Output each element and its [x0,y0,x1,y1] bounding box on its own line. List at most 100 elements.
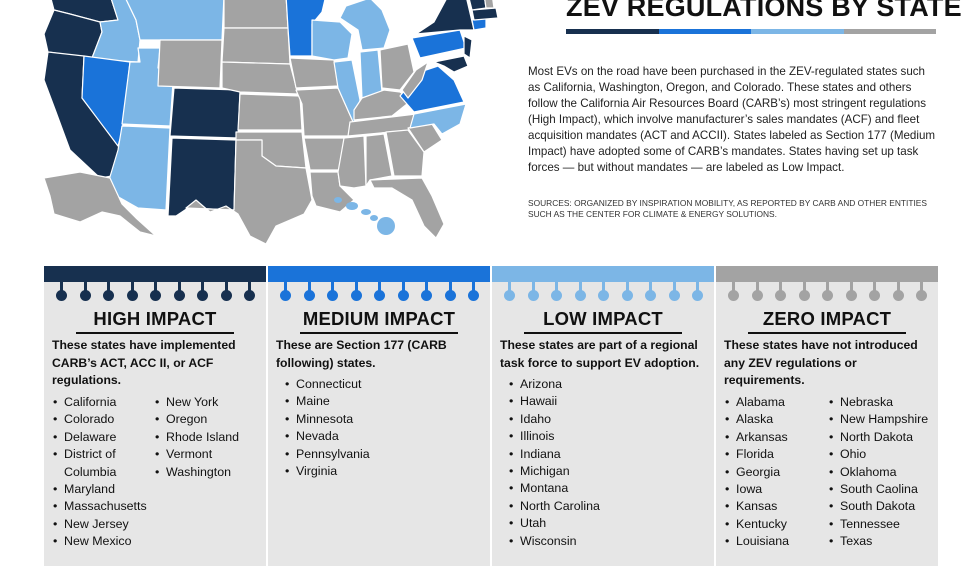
state-list-item: Alaska [724,411,789,429]
map-state-new-england [468,0,487,11]
card-header-bar [268,266,490,282]
map-state-west-virginia [401,61,429,99]
state-list-item: Minnesota [284,411,370,429]
map-state-kansas [237,93,303,131]
binder-ring-stem [873,280,876,294]
binder-ring-hole [869,290,880,301]
map-state-north-dakota [223,0,289,29]
binder-ring-hole [327,290,338,301]
binder-ring-stem [472,280,475,294]
state-list-item: Kansas [724,498,789,516]
map-state-colorado [169,87,241,139]
state-list-item: Iowa [724,481,789,499]
binder-ring-hole [645,290,656,301]
binder-ring-stem [83,280,87,294]
state-list-item: Delaware [52,429,147,447]
binder-ring-hole [527,290,539,301]
binder-ring-hole [280,290,291,301]
map-state-michigan [339,0,391,51]
state-list-col2: New YorkOregonRhode IslandVermontWashing… [154,394,239,481]
state-list-item: New Hampshire [828,411,928,429]
state-list-item: Florida [724,446,789,464]
binder-rings [716,280,938,301]
binder-ring-stem [248,280,251,294]
binder-ring-hole [197,290,208,301]
card-title: MEDIUM IMPACT [302,308,456,329]
state-list-col1: ArizonaHawaiiIdahoIllinoisIndianaMichiga… [508,376,600,550]
binder-ring-hole [56,290,67,301]
binder-ring-stem [378,280,381,294]
state-list-col1: AlabamaAlaskaArkansasFloridaGeorgiaIowaK… [724,394,789,551]
binder-ring-hole [103,290,114,301]
state-list-item: South Dakota [828,498,928,516]
state-list-item: Illinois [508,428,600,446]
map-state-wisconsin [311,19,353,61]
map-state-iowa [289,57,339,89]
binder-ring-stem [425,280,428,294]
binder-ring-hole [892,290,904,301]
state-list-item: California [52,394,147,412]
binder-ring-stem [555,280,558,294]
binder-ring-hole [126,290,138,301]
binder-ring-stem [307,280,311,294]
state-list-item: Montana [508,480,600,498]
binder-ring-stem [732,280,735,294]
us-map-svg [43,0,499,245]
binder-ring-hole [574,290,586,301]
state-list-item: Louisiana [724,533,789,551]
binder-ring-stem [826,280,829,294]
binder-ring-stem [849,280,853,294]
binder-ring-hole [173,290,185,301]
state-list-col1: ConnecticutMaineMinnesotaNevadaPennsylva… [284,376,370,481]
map-state-alabama [365,133,393,187]
low-impact-card: LOW IMPACT These states are part of a re… [492,266,714,566]
binder-ring-stem [224,280,228,294]
map-state-hawaii [334,197,395,235]
binder-ring-stem [331,280,334,294]
state-list-item: Nevada [284,428,370,446]
map-state-new-jersey [463,35,473,59]
state-list-item: North Carolina [508,498,600,516]
map-state-texas [185,139,313,245]
state-list-item: Vermont [154,446,239,464]
state-list-item: South Caolina [828,481,928,499]
state-list-col2: NebraskaNew HampshireNorth DakotaOhioOkl… [828,394,928,551]
binder-ring-hole [598,290,609,301]
map-state-wyoming [157,39,223,89]
binder-ring-hole [621,290,633,301]
state-list-item: Colorado [52,411,147,429]
binder-ring-hole [220,290,232,301]
state-list-item: Rhode Island [154,429,239,447]
state-list-item: New York [154,394,239,412]
map-state-florida [369,177,445,239]
card-title: HIGH IMPACT [93,308,217,329]
card-header-bar [716,266,938,282]
intro-paragraph: Most EVs on the road have been purchased… [528,65,936,174]
state-list-item: Massachusetts [52,498,147,516]
binder-ring-stem [130,280,134,294]
binder-ring-stem [107,280,110,294]
binder-ring-hole [775,290,786,301]
binder-ring-stem [177,280,181,294]
state-list-item: Maryland [52,481,147,499]
state-list-item: Maine [284,393,370,411]
binder-ring-hole [303,290,315,301]
binder-ring-hole [692,290,703,301]
title-underline [76,332,234,334]
map-state-indiana [359,49,383,99]
state-list-item: Texas [828,533,928,551]
state-list-item: New Jersey [52,516,147,534]
binder-ring-hole [397,290,409,301]
binder-ring-stem [696,280,699,294]
map-state-ohio [379,43,415,91]
binder-ring-stem [448,280,452,294]
binder-ring-stem [578,280,582,294]
medium-impact-card: MEDIUM IMPACT These are Section 177 (CAR… [268,266,490,566]
map-state-arizona [105,125,171,211]
title-color-bar [566,29,936,34]
map-state-massachusetts [471,7,499,21]
binder-ring-hole [845,290,857,301]
map-state-georgia [385,129,425,177]
state-list-item: Hawaii [508,393,600,411]
binder-ring-hole [551,290,562,301]
